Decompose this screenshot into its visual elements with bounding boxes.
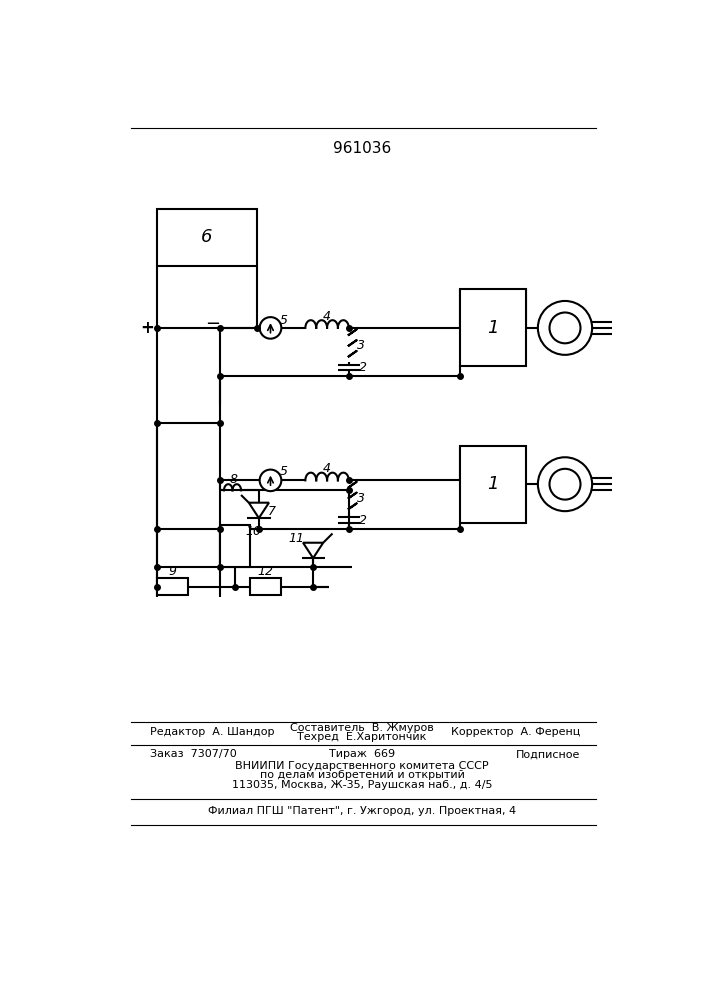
Text: 1: 1 bbox=[488, 475, 499, 493]
Text: Корректор  А. Ференц: Корректор А. Ференц bbox=[451, 727, 580, 737]
Bar bbox=[156, 209, 257, 266]
Text: Заказ  7307/70: Заказ 7307/70 bbox=[151, 749, 237, 759]
Text: 113035, Москва, Ж-35, Раушская наб., д. 4/5: 113035, Москва, Ж-35, Раушская наб., д. … bbox=[232, 780, 492, 790]
Circle shape bbox=[549, 469, 580, 500]
Bar bbox=[460, 446, 526, 523]
Circle shape bbox=[259, 470, 281, 491]
Text: Тираж  669: Тираж 669 bbox=[329, 749, 395, 759]
Text: Редактор  А. Шандор: Редактор А. Шандор bbox=[151, 727, 275, 737]
Text: ВНИИПИ Государственного комитета СССР: ВНИИПИ Государственного комитета СССР bbox=[235, 761, 489, 771]
Text: 5: 5 bbox=[280, 314, 288, 327]
Circle shape bbox=[549, 312, 580, 343]
Text: 9: 9 bbox=[168, 565, 176, 578]
Circle shape bbox=[538, 457, 592, 511]
Bar bbox=[460, 289, 526, 366]
Text: 2: 2 bbox=[358, 514, 367, 527]
Text: Техред  Е.Харитончик: Техред Е.Харитончик bbox=[297, 732, 426, 742]
Bar bbox=[250, 578, 281, 595]
Text: 5: 5 bbox=[280, 465, 288, 478]
Text: Составитель  В. Жмуров: Составитель В. Жмуров bbox=[290, 723, 434, 733]
Text: 6: 6 bbox=[201, 228, 213, 246]
Text: Подписное: Подписное bbox=[516, 749, 580, 759]
Polygon shape bbox=[249, 503, 269, 518]
Text: 4: 4 bbox=[323, 462, 331, 475]
Text: 10: 10 bbox=[245, 525, 262, 538]
Text: 3: 3 bbox=[357, 339, 366, 352]
Text: 3: 3 bbox=[357, 492, 366, 505]
Text: −: − bbox=[205, 315, 220, 333]
Bar bbox=[220, 525, 250, 567]
Text: 4: 4 bbox=[323, 310, 331, 323]
Text: 961036: 961036 bbox=[333, 141, 391, 156]
Text: 11: 11 bbox=[288, 532, 304, 545]
Bar bbox=[156, 578, 187, 595]
Circle shape bbox=[538, 301, 592, 355]
Text: 1: 1 bbox=[488, 319, 499, 337]
Text: 7: 7 bbox=[268, 505, 276, 518]
Circle shape bbox=[259, 317, 281, 339]
Text: 12: 12 bbox=[257, 565, 273, 578]
Text: +: + bbox=[140, 319, 154, 337]
Text: Филиал ПГШ "Патент", г. Ужгород, ул. Проектная, 4: Филиал ПГШ "Патент", г. Ужгород, ул. Про… bbox=[208, 806, 516, 816]
Polygon shape bbox=[303, 543, 323, 558]
Text: 2: 2 bbox=[358, 361, 367, 374]
Text: 8: 8 bbox=[230, 473, 238, 486]
Text: по делам изобретений и открытий: по делам изобретений и открытий bbox=[259, 770, 464, 780]
